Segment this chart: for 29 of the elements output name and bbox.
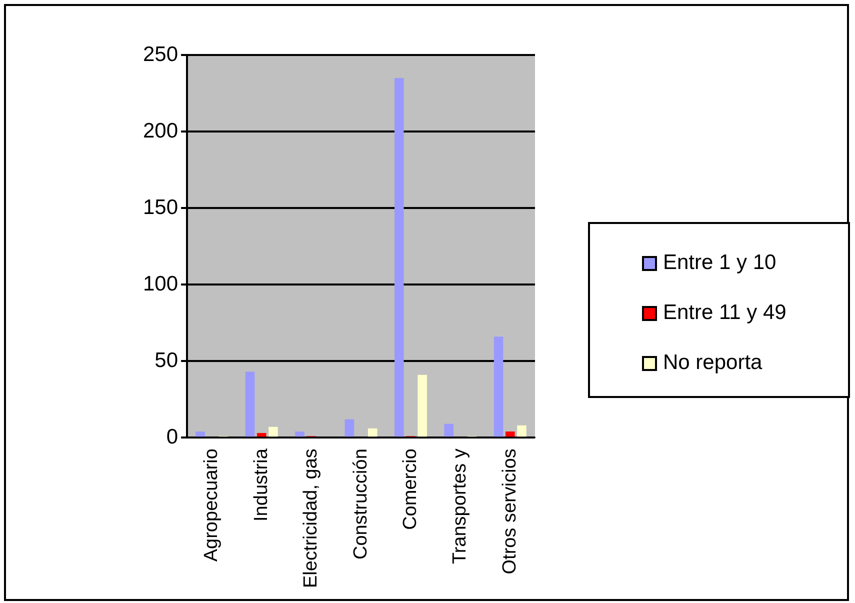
bar <box>344 419 354 437</box>
x-tick-label: Otros servicios <box>499 448 520 574</box>
bar <box>368 428 378 437</box>
bar <box>517 425 526 437</box>
x-tick-label: Agropecuario <box>201 448 222 562</box>
bar <box>196 431 205 437</box>
bar <box>268 426 278 437</box>
y-tick-label: 50 <box>154 348 178 372</box>
bar <box>418 374 427 437</box>
x-tick-label: Industria <box>250 448 272 522</box>
y-tick-label: 100 <box>142 272 178 296</box>
bar <box>394 78 404 437</box>
bar <box>506 431 515 437</box>
y-tick-label: 200 <box>142 119 178 142</box>
bar <box>245 372 255 437</box>
x-tick-label: Construcción <box>350 448 372 560</box>
x-tick-label: Comercio <box>400 448 421 530</box>
bar <box>295 431 304 437</box>
bar <box>444 424 454 437</box>
legend-label: Entre 1 y 10 <box>663 251 776 275</box>
y-tick-label: 0 <box>166 425 178 448</box>
y-tick-label: 250 <box>142 42 178 66</box>
x-tick-label: Transportes y <box>450 448 471 564</box>
bar <box>494 336 504 437</box>
legend-label: No reporta <box>663 351 762 375</box>
x-tick-label: Electricidad, gas <box>300 448 322 588</box>
bar <box>256 433 266 437</box>
legend-label: Entre 11 y 49 <box>663 301 786 325</box>
y-tick-label: 150 <box>142 196 178 219</box>
